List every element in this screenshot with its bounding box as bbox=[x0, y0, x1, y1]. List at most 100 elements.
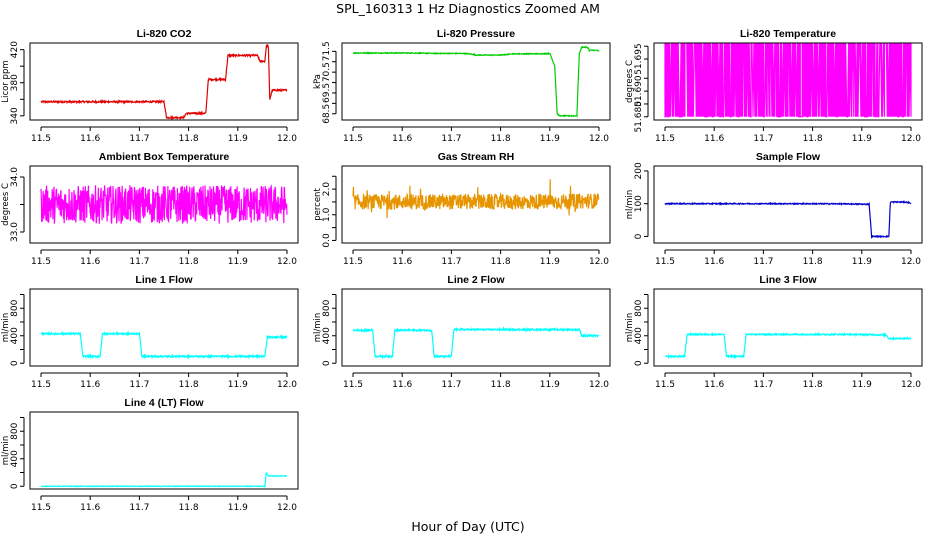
panel-title: Sample Flow bbox=[756, 151, 821, 163]
series-line bbox=[40, 184, 288, 224]
y-tick-label: 0 bbox=[10, 360, 20, 366]
panel-title: Ambient Box Temperature bbox=[99, 151, 230, 163]
x-tick-label: 12.0 bbox=[277, 134, 297, 144]
series-line bbox=[352, 326, 600, 360]
y-tick-label: 2.0 bbox=[322, 182, 332, 197]
y-axis-label: ml/min bbox=[1, 313, 11, 343]
x-tick-label: 11.6 bbox=[80, 134, 100, 144]
plot-frame bbox=[341, 165, 611, 244]
y-tick-label: 70.5 bbox=[322, 62, 332, 82]
y-tick-label: 0.0 bbox=[322, 233, 332, 248]
y-tick-label: 400 bbox=[322, 327, 332, 344]
figure-title: SPL_160313 1 Hz Diagnostics Zoomed AM bbox=[336, 1, 600, 16]
x-tick-label: 11.7 bbox=[753, 134, 773, 144]
y-tick-label: 34.0 bbox=[10, 167, 20, 187]
x-tick-label: 11.5 bbox=[343, 134, 363, 144]
series-line bbox=[664, 200, 912, 240]
x-tick-label: 12.0 bbox=[589, 134, 609, 144]
x-tick-label: 11.9 bbox=[540, 380, 560, 390]
x-tick-label: 11.9 bbox=[228, 257, 248, 267]
plot-frame bbox=[29, 165, 299, 244]
x-tick-label: 11.8 bbox=[491, 380, 511, 390]
y-tick-label: 51.690 bbox=[634, 75, 644, 107]
x-tick-label: 11.7 bbox=[129, 134, 149, 144]
x-tick-label: 11.8 bbox=[803, 380, 823, 390]
plot-frame bbox=[29, 42, 299, 121]
plot-frame bbox=[29, 288, 299, 367]
panel-3: Ambient Box Temperature 11.5 11.6 11.7 11.8 1… bbox=[1, 151, 299, 267]
x-tick-label: 11.9 bbox=[540, 257, 560, 267]
panel-9: Line 4 (LT) Flow 11.5 11.6 11.7 11.8 11.9 12.0… bbox=[1, 397, 299, 513]
panel-4: Gas Stream RH 11.5 11.6 11.7 11.8 11.9 12.0 0.0… bbox=[313, 151, 611, 267]
x-tick-label: 11.6 bbox=[392, 257, 412, 267]
panel-title: Li-820 Pressure bbox=[437, 28, 515, 40]
y-tick-label: 380 bbox=[10, 74, 20, 91]
panel-7: Line 2 Flow 11.5 11.6 11.7 11.8 11.9 12.0 0 400 8… bbox=[313, 274, 611, 390]
y-tick-label: 200 bbox=[634, 162, 644, 179]
x-tick-label: 11.8 bbox=[179, 134, 199, 144]
y-axis-label: ml/min bbox=[625, 190, 635, 220]
series-line bbox=[40, 43, 288, 120]
y-tick-label: 1.0 bbox=[322, 207, 332, 222]
x-tick-label: 11.6 bbox=[392, 134, 412, 144]
y-tick-label: 100 bbox=[634, 195, 644, 212]
x-tick-label: 12.0 bbox=[901, 380, 921, 390]
x-tick-label: 11.5 bbox=[31, 380, 51, 390]
x-tick-label: 11.8 bbox=[491, 257, 511, 267]
y-tick-label: 800 bbox=[634, 299, 644, 316]
x-tick-label: 11.7 bbox=[441, 134, 461, 144]
x-tick-label: 11.5 bbox=[655, 380, 675, 390]
y-tick-label: 33.0 bbox=[10, 222, 20, 242]
y-tick-label: 800 bbox=[10, 422, 20, 439]
x-tick-label: 12.0 bbox=[277, 503, 297, 513]
x-tick-label: 11.7 bbox=[129, 257, 149, 267]
x-tick-label: 12.0 bbox=[901, 134, 921, 144]
x-tick-label: 11.6 bbox=[704, 134, 724, 144]
plot-frame bbox=[29, 411, 299, 490]
x-axis-title: Hour of Day (UTC) bbox=[411, 519, 524, 534]
x-tick-label: 12.0 bbox=[277, 257, 297, 267]
x-tick-label: 11.7 bbox=[129, 503, 149, 513]
plot-frame bbox=[653, 165, 923, 244]
y-tick-label: 69.5 bbox=[322, 83, 332, 103]
y-tick-label: 0 bbox=[322, 360, 332, 366]
series-line bbox=[40, 330, 288, 360]
y-tick-label: 400 bbox=[634, 327, 644, 344]
x-tick-label: 11.8 bbox=[179, 380, 199, 390]
x-tick-label: 11.7 bbox=[753, 257, 773, 267]
x-tick-label: 12.0 bbox=[589, 380, 609, 390]
x-tick-label: 12.0 bbox=[901, 257, 921, 267]
y-tick-label: 400 bbox=[10, 450, 20, 467]
y-tick-label: 800 bbox=[10, 299, 20, 316]
series-line bbox=[40, 471, 288, 488]
y-axis-label: kPa bbox=[313, 74, 323, 89]
x-tick-label: 11.7 bbox=[753, 380, 773, 390]
x-tick-label: 11.9 bbox=[852, 134, 872, 144]
x-tick-label: 11.9 bbox=[228, 380, 248, 390]
y-axis-label: ml/min bbox=[625, 313, 635, 343]
y-tick-label: 0 bbox=[634, 233, 644, 239]
x-tick-label: 11.7 bbox=[129, 380, 149, 390]
x-tick-label: 11.8 bbox=[179, 257, 199, 267]
x-tick-label: 11.6 bbox=[392, 380, 412, 390]
x-tick-label: 11.9 bbox=[228, 134, 248, 144]
panel-title: Line 3 Flow bbox=[759, 274, 817, 286]
panel-5: Sample Flow 11.5 11.6 11.7 11.8 11.9 12.0 0 100 2… bbox=[625, 151, 923, 267]
x-tick-label: 11.6 bbox=[704, 380, 724, 390]
plot-frame bbox=[341, 42, 611, 121]
x-tick-label: 11.6 bbox=[704, 257, 724, 267]
panel-1: Li-820 Pressure 11.5 11.6 11.7 11.8 11.9 12.0 6… bbox=[313, 28, 611, 144]
series-line bbox=[664, 43, 912, 118]
x-tick-label: 11.5 bbox=[343, 257, 363, 267]
x-tick-label: 11.5 bbox=[31, 134, 51, 144]
panel-title: Line 1 Flow bbox=[135, 274, 193, 286]
panel-title: Line 2 Flow bbox=[447, 274, 505, 286]
y-tick-label: 71.5 bbox=[322, 41, 332, 61]
x-tick-label: 11.6 bbox=[80, 380, 100, 390]
series-line bbox=[352, 179, 600, 219]
x-tick-label: 11.9 bbox=[852, 257, 872, 267]
y-axis-label: ml/min bbox=[313, 313, 323, 343]
x-tick-label: 11.7 bbox=[441, 380, 461, 390]
x-tick-label: 11.5 bbox=[31, 503, 51, 513]
